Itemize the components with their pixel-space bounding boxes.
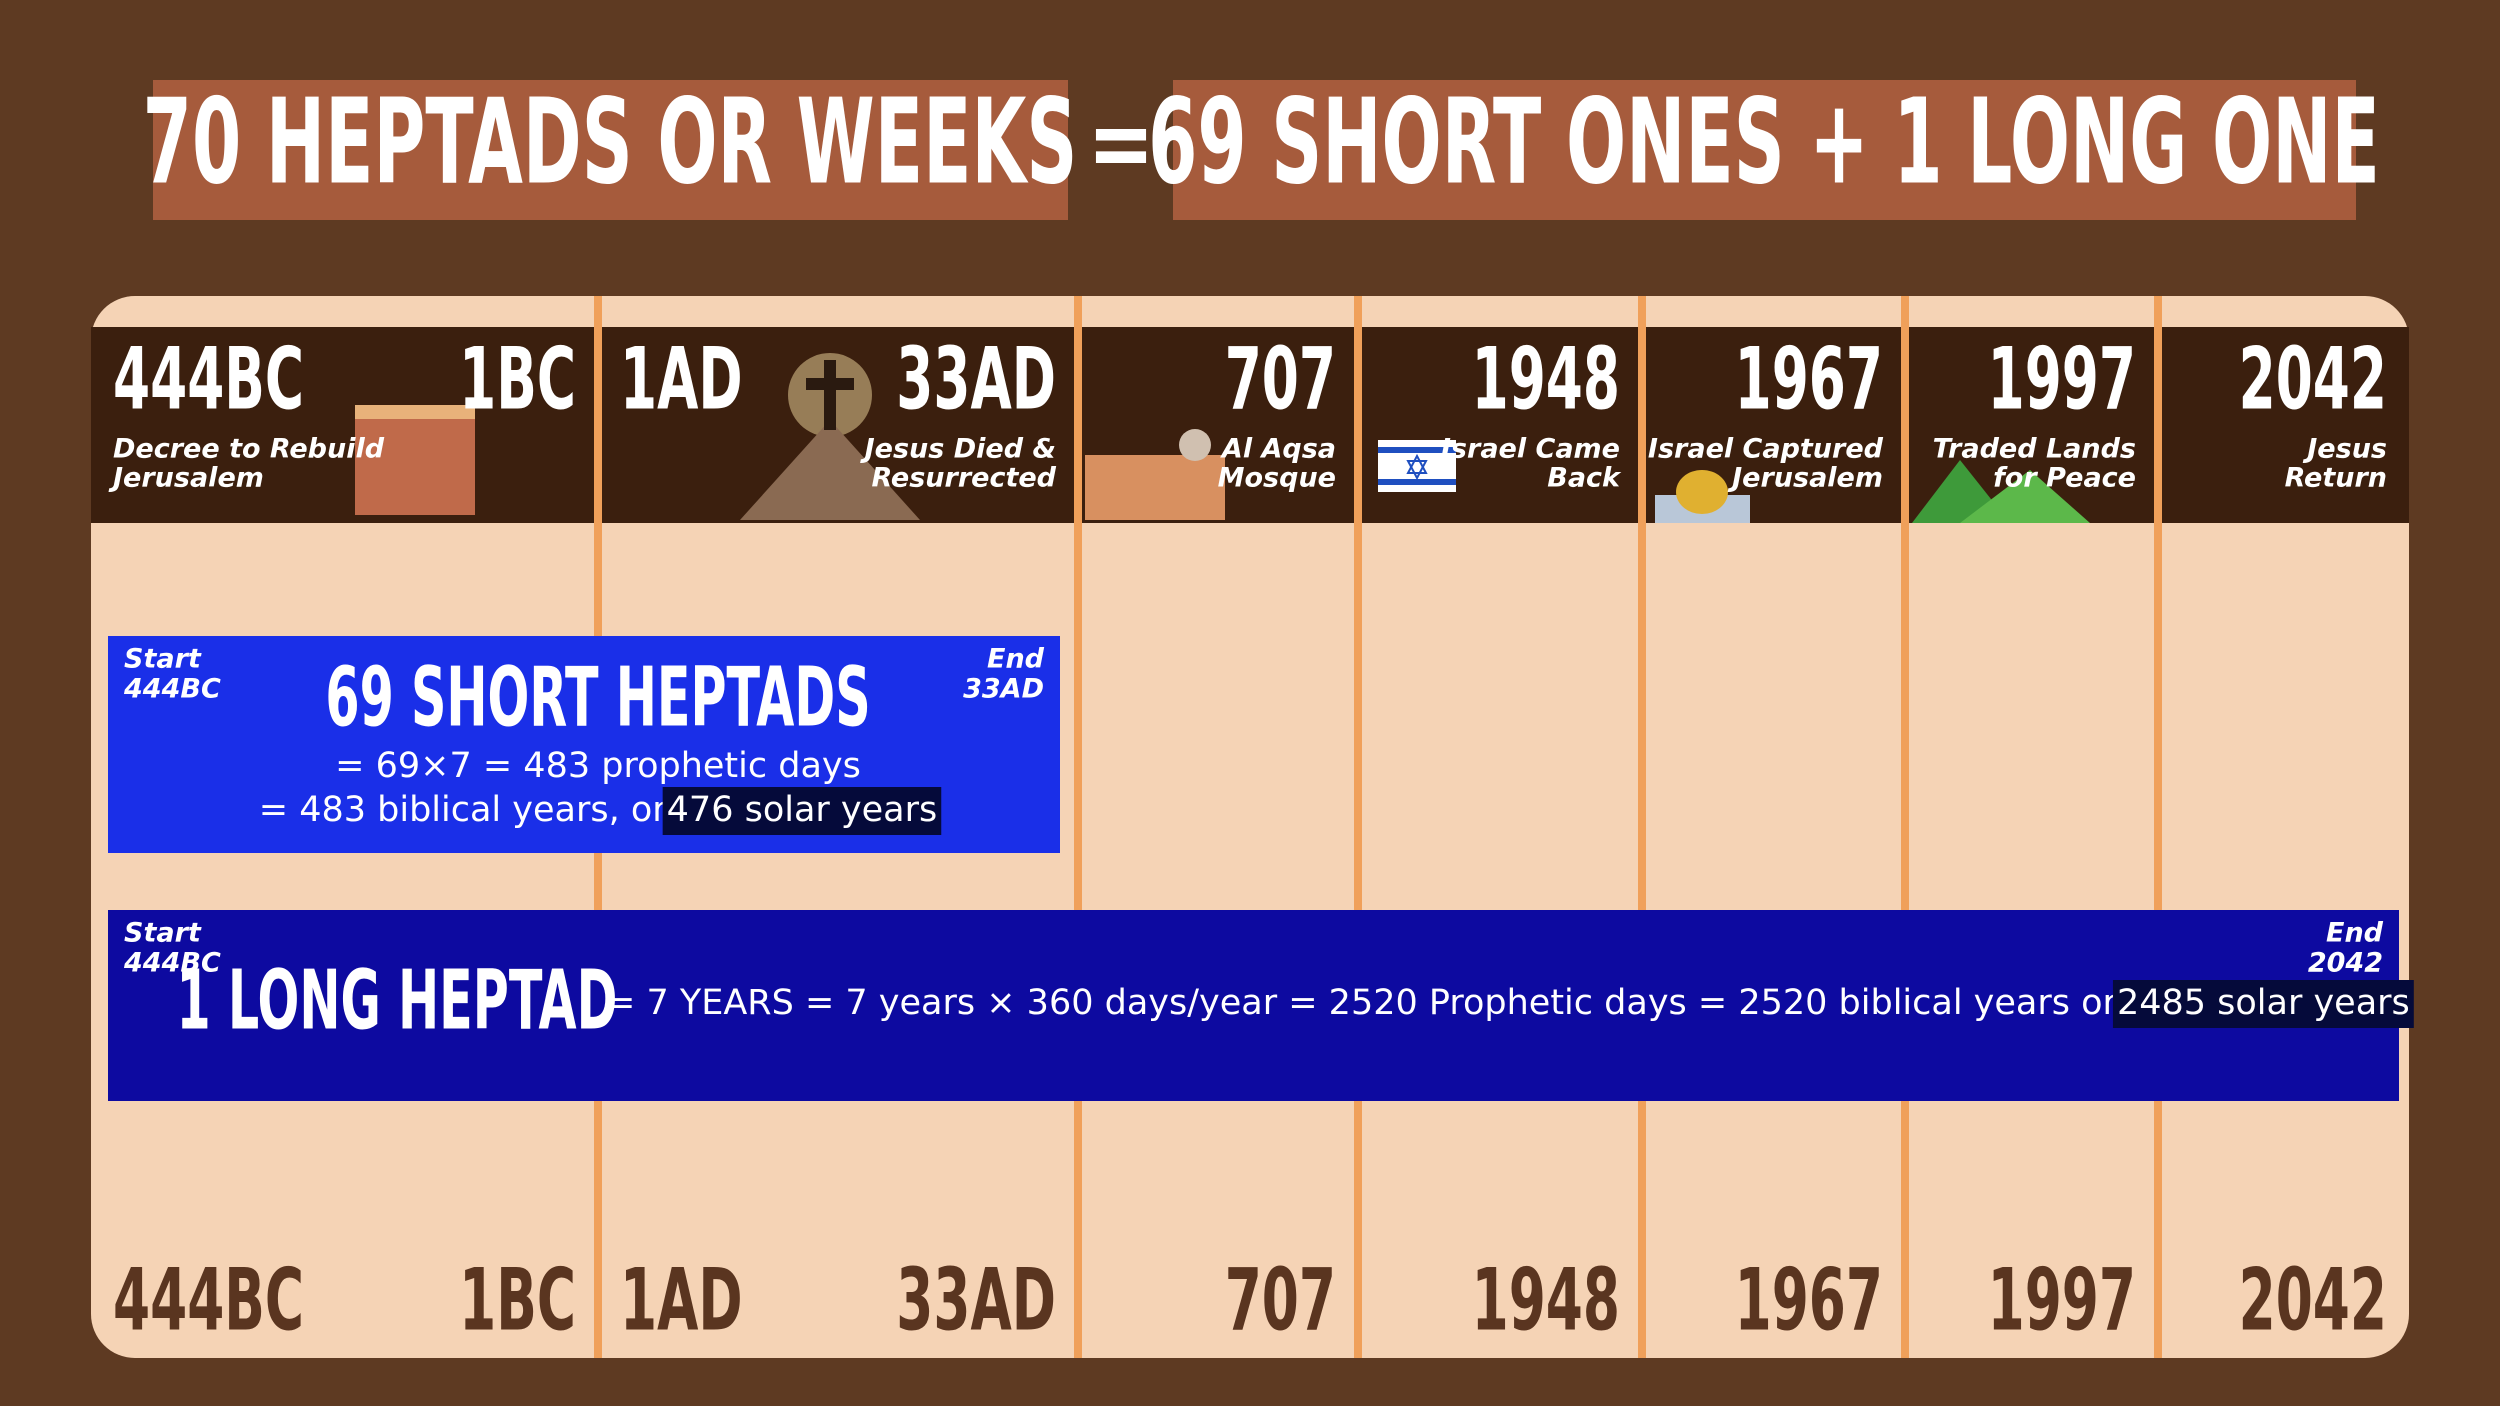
dome-icon <box>1655 470 1750 523</box>
bar-start: 444BC <box>123 674 221 705</box>
column-divider <box>1074 296 1082 1358</box>
header-year-end-group: 1948 <box>1472 329 1620 429</box>
footer-year-end-group: 1948 <box>1472 1250 1620 1350</box>
header-caption: Resurrected <box>871 463 1056 494</box>
header-year-end-group: 1967 <box>1735 329 1883 429</box>
column-divider <box>1638 296 1646 1358</box>
header-year-end: 1BC <box>459 329 576 429</box>
cross-icon <box>740 353 920 520</box>
header-year-end-group: 1997 <box>1988 329 2136 429</box>
footer-year-end: 1948 <box>1472 1250 1620 1350</box>
title-equals-group: = <box>1087 86 1154 202</box>
title-left: 70 HEPTADS OR WEEKS <box>143 73 1078 210</box>
bar-title: 69 SHORT HEPTADS <box>325 649 870 745</box>
bar-title: 1 LONG HEPTAD <box>177 952 618 1048</box>
building-icon <box>355 405 1225 520</box>
header-year-end-group: 33AD <box>896 329 1056 429</box>
header-caption: Return <box>2285 463 2387 494</box>
footer-year-end-group: 1997 <box>1988 1250 2136 1350</box>
footer-year-end-group: 33AD <box>896 1250 1056 1350</box>
header-caption: Decree to Rebuild <box>113 434 385 465</box>
header-caption: Mosque <box>1218 463 1336 494</box>
header-year-end-group: 1BC <box>459 329 576 429</box>
footer-year-start-group: 1AD <box>620 1250 743 1350</box>
bar-end-label: End <box>987 644 1045 675</box>
header-caption: Jerusalem <box>108 463 264 494</box>
footer-year-end-group: 1967 <box>1735 1250 1883 1350</box>
header-year-end: 1948 <box>1472 329 1620 429</box>
header-year-end: 2042 <box>2239 329 2387 429</box>
header-year-start: 444BC <box>113 329 304 429</box>
bar-start: 444BC <box>123 948 221 979</box>
column-divider <box>1354 296 1362 1358</box>
column-divider <box>2154 296 2162 1358</box>
bar-line: = 69×7 = 483 prophetic days <box>335 746 861 786</box>
bar-highlight: 476 solar years <box>667 790 938 830</box>
header-caption: Jerusalem <box>1727 463 1883 494</box>
bar-start-label: Start <box>124 644 202 675</box>
bar-highlight: 2485 solar years <box>2117 983 2410 1023</box>
highlight-background <box>662 787 942 835</box>
bar-end-label: End <box>2326 918 2384 949</box>
bar-end: 2042 <box>2308 948 2383 979</box>
bar-end: 33AD <box>963 674 1044 705</box>
footer-year-start-group: 444BC <box>113 1250 304 1350</box>
header-year-start-group: 444BC <box>113 329 304 429</box>
header-year-end: 707 <box>1225 329 1336 429</box>
bar-start-label: Start <box>124 918 202 949</box>
footer-year-end-group: 1BC <box>459 1250 576 1350</box>
header-caption: for Peace <box>1993 463 2136 494</box>
footer-year-end: 33AD <box>896 1250 1056 1350</box>
header-year-end: 1997 <box>1988 329 2136 429</box>
title-equals: = <box>1087 86 1154 202</box>
footer-year-end: 2042 <box>2239 1250 2387 1350</box>
footer-year-end: 707 <box>1225 1250 1336 1350</box>
header-caption: Traded Lands <box>1933 434 2136 465</box>
title-right: 69 SHORT ONES + 1 LONG ONE <box>1148 73 2380 210</box>
title-box-right <box>1173 80 2356 220</box>
bar-line: = 7 YEARS = 7 years × 360 days/year = 25… <box>606 983 2118 1023</box>
flag-icon <box>1378 440 1456 492</box>
header-year-end: 33AD <box>896 329 1056 429</box>
header-caption: Back <box>1547 463 1622 494</box>
header-caption: Al Aqsa <box>1220 434 1336 465</box>
footer-year-start: 1AD <box>620 1250 743 1350</box>
header-caption: Israel Came <box>1441 434 1620 465</box>
footer-year-end-group: 2042 <box>2239 1250 2387 1350</box>
footer-year-end-group: 707 <box>1225 1250 1336 1350</box>
header-year-start-group: 1AD <box>620 329 743 429</box>
heptad-bar <box>108 910 2399 1101</box>
header-year-end-group: 2042 <box>2239 329 2387 429</box>
header-caption: Israel Captured <box>1648 434 1884 465</box>
header-year-start: 1AD <box>620 329 743 429</box>
title-box-left <box>153 80 1068 220</box>
bar-title-group: 69 SHORT HEPTADS <box>325 649 870 745</box>
header-year-end-group: 707 <box>1225 329 1336 429</box>
title-right-group: 69 SHORT ONES + 1 LONG ONE <box>1148 73 2380 210</box>
footer-year-start: 444BC <box>113 1250 304 1350</box>
footer-year-end: 1BC <box>459 1250 576 1350</box>
footer-year-end: 1967 <box>1735 1250 1883 1350</box>
header-year-end: 1967 <box>1735 329 1883 429</box>
title-left-group: 70 HEPTADS OR WEEKS <box>143 73 1078 210</box>
bar-line: = 483 biblical years, or <box>259 790 668 830</box>
header-caption: Jesus <box>2302 434 2387 465</box>
highlight-background <box>2112 980 2414 1028</box>
hills-icon <box>1912 460 2090 523</box>
column-divider <box>1901 296 1909 1358</box>
footer-year-end: 1997 <box>1988 1250 2136 1350</box>
header-caption: Jesus Died & <box>860 434 1056 465</box>
bar-title-group: 1 LONG HEPTAD <box>177 952 618 1048</box>
